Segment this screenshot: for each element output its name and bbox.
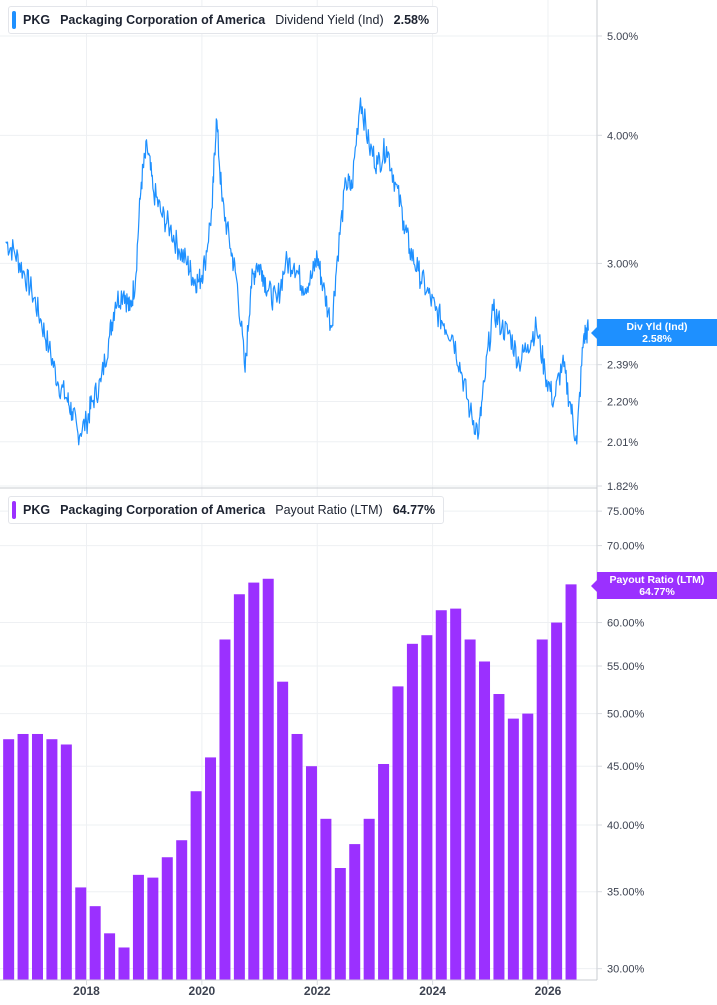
payout-bar: [493, 694, 505, 980]
payout-bar: [392, 686, 404, 980]
payout-tick-label: 45.00%: [607, 761, 645, 773]
payout-tag-label: Payout Ratio (LTM): [609, 573, 705, 586]
yield-tag-label: Div Yld (Ind): [626, 320, 688, 333]
payout-legend[interactable]: PKG Packaging Corporation of America Pay…: [8, 496, 445, 524]
payout-tick-label: 40.00%: [607, 820, 645, 832]
yield-tick-label: 2.20%: [607, 397, 638, 409]
yield-tick-label: 5.00%: [607, 31, 638, 43]
yield-tick-label: 2.01%: [607, 437, 638, 449]
payout-bar: [248, 582, 260, 980]
payout-bar: [205, 757, 217, 980]
dividend-yield-line: [5, 97, 589, 446]
yield-legend[interactable]: PKG Packaging Corporation of America Div…: [8, 6, 439, 34]
payout-bar: [17, 733, 29, 980]
year-tick-label: 2022: [304, 984, 331, 998]
payout-tick-label: 75.00%: [607, 506, 645, 518]
payout-tag-value: 64.77%: [639, 585, 675, 598]
payout-bar: [291, 733, 303, 980]
payout-bar: [565, 584, 577, 980]
yield-tick-label: 1.82%: [607, 481, 638, 493]
payout-bar: [31, 733, 43, 980]
payout-bar: [104, 933, 116, 980]
payout-bar: [46, 739, 58, 980]
payout-bar: [219, 639, 231, 980]
payout-bar: [464, 639, 476, 980]
yield-price-tag: Div Yld (Ind) 2.58%: [591, 319, 717, 346]
payout-bar: [378, 763, 390, 980]
payout-bar: [363, 818, 375, 980]
yield-tick-label: 4.00%: [607, 130, 638, 142]
yield-color-swatch: [12, 11, 16, 29]
year-axis-labels: 2018 2020 2022 2024 2026: [73, 980, 562, 998]
payout-tick-label: 70.00%: [607, 541, 645, 553]
yield-legend-metric: Dividend Yield (Ind): [275, 13, 384, 27]
payout-tick-label: 30.00%: [607, 964, 645, 976]
payout-tick-label: 55.00%: [607, 661, 645, 673]
payout-legend-company: Packaging Corporation of America: [60, 503, 266, 517]
yield-tick-label: 2.39%: [607, 360, 638, 372]
year-tick-label: 2024: [419, 984, 446, 998]
payout-bar: [536, 639, 548, 980]
payout-bar: [406, 643, 418, 980]
payout-bar: [233, 594, 245, 980]
yield-axis-labels: 5.00% 4.00% 3.00% 2.39% 2.20% 2.01% 1.82%: [597, 31, 638, 493]
year-tick-label: 2020: [189, 984, 216, 998]
payout-bar: [3, 739, 15, 980]
payout-tick-label: 60.00%: [607, 618, 645, 630]
year-tick-label: 2026: [535, 984, 562, 998]
payout-bar: [305, 766, 317, 980]
payout-bar: [507, 718, 519, 980]
yield-legend-company: Packaging Corporation of America: [60, 13, 266, 27]
payout-bar: [190, 791, 202, 980]
payout-bar: [118, 947, 130, 980]
payout-price-tag: Payout Ratio (LTM) 64.77%: [591, 572, 717, 599]
payout-bar: [147, 877, 159, 980]
payout-bar: [435, 610, 447, 980]
payout-bar: [75, 887, 87, 980]
payout-bar: [176, 840, 188, 980]
payout-legend-value: 64.77%: [392, 503, 436, 517]
payout-color-swatch: [12, 501, 16, 519]
payout-tick-label: 35.00%: [607, 887, 645, 899]
payout-bar: [551, 622, 563, 980]
payout-bar: [132, 874, 144, 980]
payout-bar: [262, 578, 274, 980]
payout-tick-label: 50.00%: [607, 709, 645, 721]
yield-legend-value: 2.58%: [393, 13, 430, 27]
payout-legend-ticker: PKG: [23, 503, 51, 517]
year-tick-label: 2018: [73, 984, 100, 998]
yield-tick-label: 3.00%: [607, 258, 638, 270]
payout-bar: [89, 906, 101, 980]
yield-tag-value: 2.58%: [642, 332, 672, 345]
payout-bar: [349, 844, 361, 980]
payout-bar: [421, 635, 433, 980]
payout-bar: [60, 744, 72, 980]
yield-legend-ticker: PKG: [23, 13, 51, 27]
yield-gridlines: [0, 0, 597, 980]
payout-bar: [479, 661, 491, 980]
payout-bar: [450, 608, 462, 980]
payout-bar: [161, 857, 173, 980]
payout-bar: [334, 868, 346, 980]
payout-bar: [522, 713, 534, 980]
payout-bar: [320, 818, 332, 980]
payout-ratio-bars: [3, 578, 577, 980]
payout-legend-metric: Payout Ratio (LTM): [275, 503, 383, 517]
payout-axis-labels: 75.00% 70.00% 60.00% 55.00% 50.00% 45.00% 40.0…: [597, 506, 645, 976]
payout-bar: [277, 681, 289, 980]
